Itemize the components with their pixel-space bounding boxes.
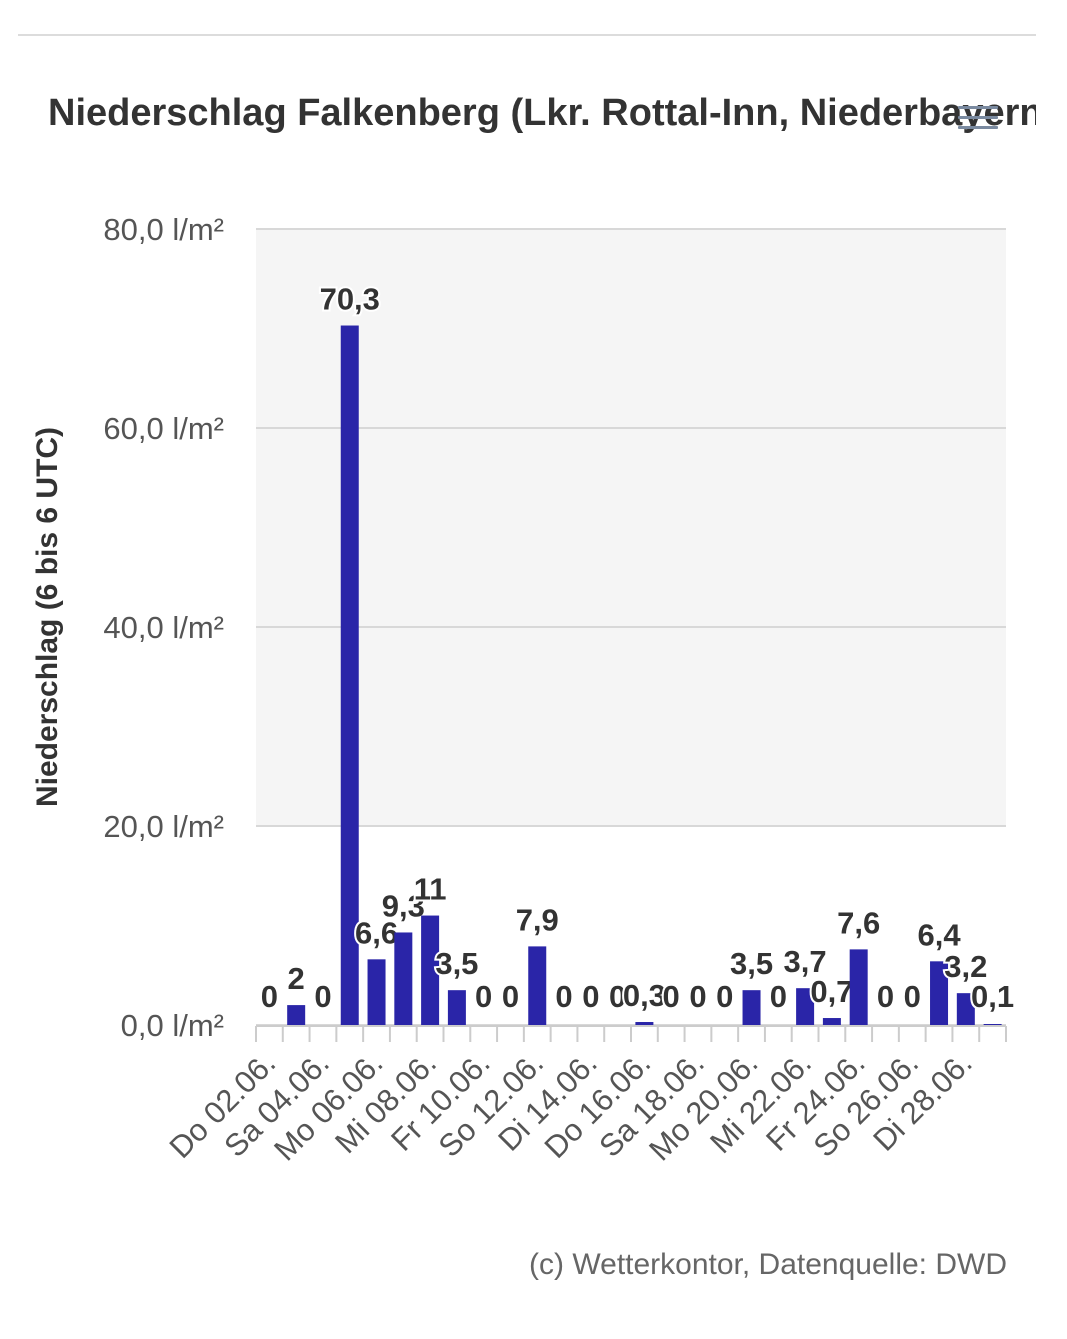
data-label: 0 xyxy=(770,979,787,1014)
top-divider xyxy=(18,34,1036,36)
y-tick-label: 40,0 l/m² xyxy=(103,610,224,645)
data-label: 0 xyxy=(555,979,572,1014)
bar xyxy=(796,988,815,1025)
data-label: 0 xyxy=(877,979,894,1014)
data-label: 0,3 xyxy=(623,978,666,1013)
bar xyxy=(635,1022,654,1025)
data-label: 3,2 xyxy=(944,949,987,984)
y-tick-label: 60,0 l/m² xyxy=(103,411,224,446)
data-label: 0 xyxy=(663,979,680,1014)
data-label: 3,5 xyxy=(435,946,478,981)
bar xyxy=(367,959,386,1025)
data-label: 0 xyxy=(475,979,492,1014)
data-label: 0 xyxy=(582,979,599,1014)
bar xyxy=(956,993,975,1025)
bar xyxy=(340,325,359,1025)
bar xyxy=(849,949,868,1025)
bar xyxy=(447,990,466,1025)
data-label: 0 xyxy=(314,979,331,1014)
y-tick-label: 80,0 l/m² xyxy=(103,212,224,247)
bar xyxy=(822,1018,841,1025)
data-label: 11 xyxy=(414,872,447,907)
data-label: 7,9 xyxy=(516,902,559,937)
plot-band xyxy=(256,229,1006,826)
data-label: 7,6 xyxy=(837,905,880,940)
bar xyxy=(742,990,761,1025)
bar xyxy=(528,946,547,1025)
y-axis-title: Niederschlag (6 bis 6 UTC) xyxy=(31,427,64,807)
data-label: 6,4 xyxy=(917,917,961,952)
data-label: 0 xyxy=(609,979,626,1014)
data-label: 9,3 xyxy=(382,888,425,923)
data-label: 70,3 xyxy=(320,282,380,317)
data-label: 3,5 xyxy=(730,946,773,981)
bar xyxy=(287,1005,306,1025)
data-label: 3,7 xyxy=(784,944,827,979)
data-label: 0 xyxy=(689,979,706,1014)
bar xyxy=(394,932,413,1025)
data-label: 0 xyxy=(716,979,733,1014)
bar xyxy=(421,915,440,1025)
bar xyxy=(930,961,949,1025)
data-label: 2 xyxy=(288,961,305,996)
data-label: 0 xyxy=(904,979,921,1014)
chart-credits[interactable]: (c) Wetterkontor, Datenquelle: DWD xyxy=(529,1248,1007,1281)
data-label: 0,7 xyxy=(810,974,853,1009)
data-label: 0,1 xyxy=(971,979,1014,1014)
hamburger-menu-icon[interactable] xyxy=(958,106,998,134)
data-label: 6,6 xyxy=(355,915,398,950)
data-label: 0 xyxy=(502,979,519,1014)
chart-title: Niederschlag Falkenberg (Lkr. Rottal-Inn… xyxy=(48,92,1036,134)
y-tick-label: 20,0 l/m² xyxy=(103,809,224,844)
data-label: 0 xyxy=(261,979,278,1014)
y-tick-label: 0,0 l/m² xyxy=(121,1008,224,1043)
